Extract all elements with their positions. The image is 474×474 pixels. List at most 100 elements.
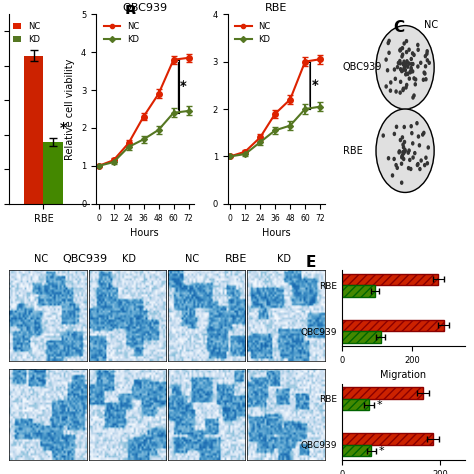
Circle shape (402, 89, 404, 91)
Circle shape (411, 70, 414, 73)
Text: *: * (376, 400, 382, 410)
Circle shape (393, 68, 395, 71)
Circle shape (403, 60, 405, 63)
Circle shape (401, 154, 403, 157)
Text: RBE: RBE (343, 146, 363, 156)
Circle shape (408, 48, 410, 51)
Circle shape (376, 26, 434, 109)
Circle shape (398, 150, 401, 153)
Circle shape (412, 63, 414, 65)
Circle shape (403, 63, 405, 65)
Legend: NC, KD: NC, KD (100, 18, 143, 47)
Circle shape (403, 62, 405, 65)
Text: QBC939: QBC939 (343, 62, 383, 73)
Circle shape (399, 91, 401, 94)
Circle shape (399, 49, 401, 52)
Circle shape (405, 51, 408, 54)
Circle shape (393, 132, 395, 136)
Circle shape (410, 68, 412, 71)
Circle shape (405, 86, 407, 89)
Circle shape (404, 149, 406, 153)
Circle shape (424, 72, 426, 75)
Circle shape (417, 44, 419, 46)
Circle shape (425, 156, 427, 159)
Circle shape (385, 58, 387, 61)
X-axis label: Hours: Hours (130, 228, 159, 238)
Text: *: * (311, 78, 319, 92)
Circle shape (404, 63, 406, 66)
Circle shape (396, 65, 399, 69)
Circle shape (404, 68, 406, 72)
Circle shape (410, 63, 413, 65)
Circle shape (407, 65, 409, 68)
Circle shape (402, 87, 404, 90)
Circle shape (411, 52, 414, 55)
Circle shape (387, 157, 390, 160)
Circle shape (406, 72, 408, 75)
Circle shape (399, 62, 401, 65)
Circle shape (411, 132, 413, 135)
Circle shape (401, 69, 403, 72)
Text: E: E (305, 255, 316, 270)
Circle shape (405, 73, 407, 76)
Circle shape (395, 164, 397, 166)
Circle shape (388, 51, 390, 55)
Circle shape (408, 166, 410, 170)
Text: B: B (124, 5, 136, 20)
Circle shape (390, 81, 392, 84)
Circle shape (426, 52, 428, 55)
Circle shape (426, 162, 428, 165)
Circle shape (387, 42, 389, 45)
Circle shape (418, 135, 419, 138)
Circle shape (416, 122, 418, 125)
Bar (342, 319, 444, 331)
Circle shape (402, 157, 405, 161)
Circle shape (401, 154, 403, 157)
Circle shape (397, 62, 400, 64)
Circle shape (402, 63, 404, 65)
Title: RBE: RBE (265, 3, 288, 13)
Y-axis label: Relative cell viability: Relative cell viability (65, 58, 75, 160)
Bar (342, 285, 375, 297)
Circle shape (404, 64, 406, 67)
Circle shape (428, 61, 430, 64)
Circle shape (415, 78, 417, 81)
Circle shape (412, 156, 414, 159)
Circle shape (422, 133, 424, 136)
Circle shape (404, 150, 406, 153)
Text: C: C (393, 20, 404, 35)
Circle shape (401, 70, 403, 73)
Circle shape (395, 90, 397, 93)
Circle shape (426, 59, 428, 62)
Circle shape (410, 125, 412, 128)
Bar (342, 273, 438, 285)
Circle shape (407, 73, 409, 75)
Text: NC: NC (34, 255, 48, 264)
Text: NC: NC (185, 255, 199, 264)
Circle shape (399, 60, 401, 63)
Circle shape (400, 68, 401, 71)
Text: *: * (311, 79, 318, 92)
Circle shape (401, 156, 403, 159)
Circle shape (414, 83, 416, 86)
Circle shape (395, 125, 398, 128)
Circle shape (392, 174, 393, 177)
Circle shape (419, 144, 420, 147)
Circle shape (401, 46, 403, 50)
Text: KD: KD (276, 255, 291, 264)
Circle shape (400, 138, 401, 142)
Bar (342, 331, 381, 343)
Circle shape (425, 65, 427, 68)
Circle shape (410, 57, 412, 61)
Circle shape (408, 149, 410, 152)
Circle shape (426, 50, 428, 53)
Circle shape (403, 152, 405, 155)
Circle shape (401, 53, 404, 56)
Text: *: * (180, 79, 187, 93)
Circle shape (401, 181, 403, 184)
Circle shape (385, 85, 387, 88)
Circle shape (407, 151, 410, 154)
Circle shape (422, 78, 424, 81)
Bar (342, 387, 423, 399)
Circle shape (394, 77, 396, 80)
